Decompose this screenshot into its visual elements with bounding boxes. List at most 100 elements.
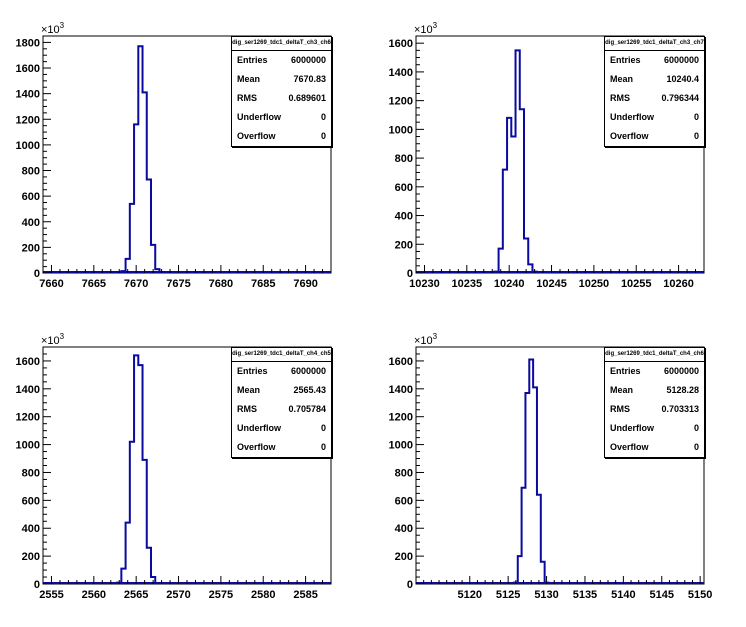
y-tick-label: 1000 <box>389 124 413 136</box>
plot-bottom-left: 2555 2560 2565 2570 2575 2580 2585 0 200 400 600 80… <box>16 332 332 601</box>
histogram-bin <box>522 488 526 584</box>
stat-label: RMS <box>610 404 630 414</box>
y-tick-label: 1600 <box>16 356 40 368</box>
stat-value: 0 <box>320 131 326 141</box>
x-tick-label: 10235 <box>452 278 483 290</box>
histogram-bin <box>529 360 533 584</box>
stat-value: 0 <box>320 442 326 452</box>
histogram-bin <box>147 179 151 273</box>
y-multiplier-label: ×103 <box>414 332 438 347</box>
y-tick-label: 0 <box>34 579 40 591</box>
y-tick-label: 1600 <box>389 38 413 50</box>
histogram-line <box>116 354 157 584</box>
stat-label: Entries <box>237 55 268 65</box>
y-tick-label: 1600 <box>16 63 40 75</box>
plot-top-left: 7660 7665 7670 7675 7680 7685 7690 0 200 400 600 80… <box>16 21 332 290</box>
stat-value: 0 <box>693 112 699 122</box>
y-tick-label: 400 <box>22 523 40 535</box>
stat-value: 6000000 <box>290 366 326 376</box>
y-tick-label: 1400 <box>16 384 40 396</box>
x-tick-label: 7680 <box>209 278 233 290</box>
stat-row: Underflow 0 <box>605 108 704 127</box>
stat-value: 0 <box>693 423 699 433</box>
x-tick-label: 2580 <box>251 589 275 601</box>
histogram-bin <box>511 137 515 273</box>
y-tick-label: 1000 <box>389 440 413 452</box>
x-tick-label: 10260 <box>663 278 694 290</box>
histogram-line <box>120 45 161 273</box>
y-tick-label: 200 <box>395 239 413 251</box>
x-tick-label: 7665 <box>82 278 106 290</box>
x-tick-label: 2575 <box>209 589 233 601</box>
y-tick-label: 800 <box>395 467 413 479</box>
y-multiplier-label: ×103 <box>41 332 65 347</box>
stat-label: Overflow <box>610 442 649 452</box>
stat-row: Overflow 0 <box>232 438 331 457</box>
stats-box: dig_ser1269_tdc1_deltaT_ch3_ch6 Entries 60… <box>231 36 332 147</box>
stat-row: Mean 5128.28 <box>605 381 704 400</box>
stats-box: dig_ser1269_tdc1_deltaT_ch3_ch7 Entries 60… <box>604 36 705 147</box>
stat-row: RMS 0.796344 <box>605 89 704 108</box>
stat-row: RMS 0.705784 <box>232 400 331 419</box>
histogram-title: dig_ser1269_tdc1_deltaT_ch3_ch6 <box>232 37 331 51</box>
stat-label: Overflow <box>610 131 649 141</box>
histogram-bin <box>138 365 142 584</box>
histogram-bin <box>537 495 541 584</box>
histogram-bin <box>147 548 151 584</box>
x-tick-label: 5120 <box>458 589 482 601</box>
y-tick-label: 1200 <box>16 412 40 424</box>
stat-value: 7670.83 <box>293 74 326 84</box>
histogram-bin <box>516 50 520 273</box>
stat-value: 6000000 <box>290 55 326 65</box>
x-tick-label: 7660 <box>39 278 63 290</box>
y-tick-label: 600 <box>22 191 40 203</box>
y-tick-label: 800 <box>22 166 40 178</box>
histogram-title: dig_ser1269_tdc1_deltaT_ch3_ch7 <box>605 37 704 51</box>
stat-row: Mean 2565.43 <box>232 381 331 400</box>
histogram-bin <box>533 387 537 584</box>
stat-label: Overflow <box>237 442 276 452</box>
histogram-bin <box>541 562 545 584</box>
stat-label: Mean <box>610 385 634 395</box>
stat-value: 6000000 <box>663 366 699 376</box>
histogram-bin <box>528 264 532 273</box>
histogram-bin <box>143 460 147 584</box>
stat-label: Underflow <box>610 423 654 433</box>
histogram-bin <box>525 393 529 584</box>
histogram-bin <box>518 556 522 584</box>
y-tick-label: 200 <box>22 242 40 254</box>
y-tick-label: 0 <box>407 579 413 591</box>
histogram-bin <box>130 204 134 273</box>
stats-box: dig_ser1269_tdc1_deltaT_ch4_ch5 Entries 60… <box>231 347 332 458</box>
stat-row: Underflow 0 <box>232 108 331 127</box>
y-tick-label: 800 <box>22 467 40 479</box>
y-tick-label: 0 <box>34 268 40 280</box>
stat-value: 0 <box>320 112 326 122</box>
histogram-bin <box>524 239 528 273</box>
stat-label: Entries <box>610 366 641 376</box>
plot-bottom-right: 5120 5125 5130 5135 5140 5145 5150 0 200 400 600 80… <box>389 332 713 601</box>
histogram-bin <box>130 442 134 584</box>
stat-label: RMS <box>237 404 257 414</box>
stat-label: Underflow <box>610 112 654 122</box>
stat-row: RMS 0.689601 <box>232 89 331 108</box>
histogram-bin <box>151 245 155 273</box>
stat-label: Underflow <box>237 112 281 122</box>
stat-row: Underflow 0 <box>232 419 331 438</box>
stat-value: 0 <box>320 423 326 433</box>
stat-label: RMS <box>237 93 257 103</box>
stat-value: 0 <box>693 442 699 452</box>
histogram-bin <box>520 109 524 273</box>
stat-row: Entries 6000000 <box>232 362 331 381</box>
stat-value: 0.796344 <box>661 93 699 103</box>
histogram-bin <box>143 92 147 273</box>
x-tick-label: 2585 <box>293 589 317 601</box>
stat-row: Overflow 0 <box>605 438 704 457</box>
x-tick-label: 7690 <box>293 278 317 290</box>
y-tick-label: 1200 <box>389 412 413 424</box>
stat-value: 0.689601 <box>288 93 326 103</box>
x-tick-label: 7675 <box>166 278 190 290</box>
y-tick-label: 600 <box>395 182 413 194</box>
x-tick-label: 5150 <box>688 589 712 601</box>
x-tick-label: 5135 <box>573 589 597 601</box>
